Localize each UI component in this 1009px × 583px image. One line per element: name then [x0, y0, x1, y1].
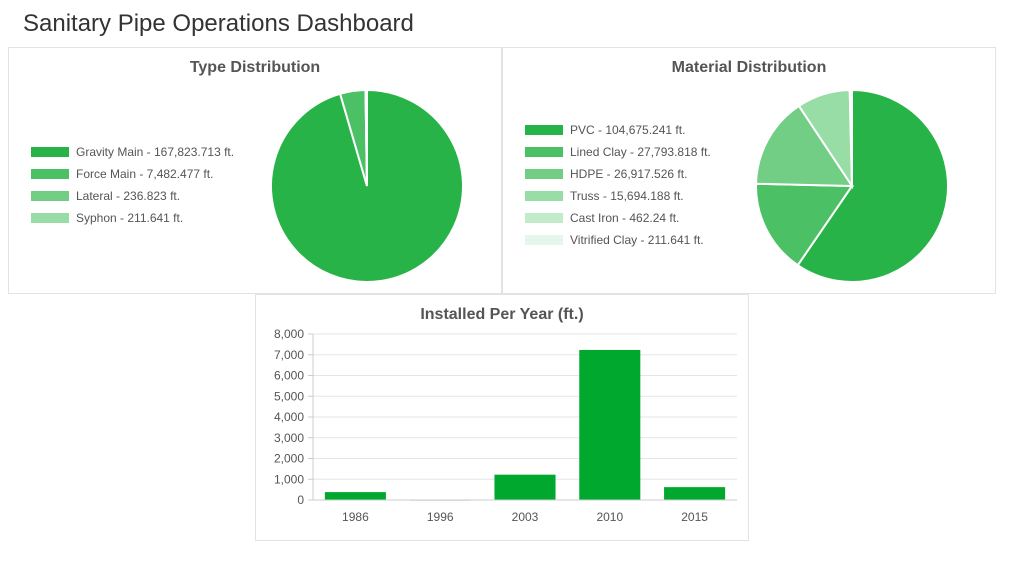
x-tick-label: 1986 — [342, 510, 369, 524]
material-distribution-panel: Material Distribution PVC - 104,675.241 … — [502, 47, 996, 294]
legend-label: Vitrified Clay - 211.641 ft. — [570, 233, 704, 247]
legend-swatch — [525, 213, 563, 223]
x-tick-label: 2010 — [596, 510, 623, 524]
y-tick-label: 3,000 — [274, 431, 304, 445]
y-tick-label: 1,000 — [274, 472, 304, 486]
pie-slice-pvc[interactable] — [796, 88, 949, 283]
pie-slice-hdpe[interactable] — [755, 104, 854, 188]
legend-item-cast-iron[interactable]: Cast Iron - 462.24 ft. — [525, 207, 711, 229]
legend-swatch — [525, 125, 563, 135]
bar-2003[interactable] — [494, 474, 556, 500]
legend-item-gravity-main[interactable]: Gravity Main - 167,823.713 ft. — [31, 141, 234, 163]
material-distribution-legend: PVC - 104,675.241 ft. Lined Clay - 27,793… — [525, 119, 711, 251]
y-tick-label: 5,000 — [274, 389, 304, 403]
installed-per-year-title: Installed Per Year (ft.) — [420, 306, 584, 323]
page-title: Sanitary Pipe Operations Dashboard — [23, 10, 414, 37]
y-tick-label: 4,000 — [274, 410, 304, 424]
installed-per-year-bar-chart: 0 1,000 2,000 3,000 4,000 5,000 6,000 7,000 8,00… — [274, 327, 737, 524]
x-tick-label: 2003 — [512, 510, 539, 524]
legend-swatch — [525, 147, 563, 157]
y-tick-label: 6,000 — [274, 369, 304, 383]
legend-label: HDPE - 26,917.526 ft. — [570, 167, 688, 181]
legend-swatch — [525, 169, 563, 179]
legend-swatch — [525, 191, 563, 201]
legend-label: PVC - 104,675.241 ft. — [570, 123, 686, 137]
legend-swatch — [31, 147, 69, 157]
legend-label: Syphon - 211.641 ft. — [76, 211, 184, 225]
legend-label: Gravity Main - 167,823.713 ft. — [76, 145, 235, 159]
bar-2015[interactable] — [664, 487, 726, 500]
y-tick-label: 8,000 — [274, 327, 304, 341]
legend-item-hdpe[interactable]: HDPE - 26,917.526 ft. — [525, 163, 711, 185]
type-distribution-legend: Gravity Main - 167,823.713 ft. Force Main… — [31, 141, 234, 229]
legend-swatch — [525, 235, 563, 245]
material-distribution-pie — [755, 88, 949, 283]
legend-label: Cast Iron - 462.24 ft. — [570, 211, 680, 225]
x-tick-label: 1996 — [427, 510, 454, 524]
y-tick-label: 2,000 — [274, 452, 304, 466]
legend-label: Lateral - 236.823 ft. — [76, 189, 181, 203]
installed-per-year-panel: Installed Per Year (ft.) 0 1,000 2,000 3,00… — [255, 294, 749, 541]
type-distribution-pie — [270, 88, 464, 283]
x-tick-label: 2015 — [681, 510, 708, 524]
legend-item-lateral[interactable]: Lateral - 236.823 ft. — [31, 185, 234, 207]
pie-slice-vitrified-clay[interactable] — [850, 88, 853, 187]
bar-2010[interactable] — [579, 349, 641, 500]
legend-item-lined-clay[interactable]: Lined Clay - 27,793.818 ft. — [525, 141, 711, 163]
legend-swatch — [31, 191, 69, 201]
y-tick-label: 0 — [297, 493, 304, 507]
type-distribution-panel: Type Distribution Gravity Main - 167,823… — [8, 47, 502, 294]
pie-slice-lined-clay[interactable] — [755, 182, 854, 267]
y-tick-label: 7,000 — [274, 348, 304, 362]
legend-swatch — [31, 169, 69, 179]
legend-item-force-main[interactable]: Force Main - 7,482.477 ft. — [31, 163, 234, 185]
legend-label: Truss - 15,694.188 ft. — [570, 189, 684, 203]
legend-item-pvc[interactable]: PVC - 104,675.241 ft. — [525, 119, 711, 141]
material-distribution-title: Material Distribution — [671, 59, 827, 76]
type-distribution-title: Type Distribution — [189, 59, 321, 76]
legend-label: Lined Clay - 27,793.818 ft. — [570, 145, 711, 159]
legend-item-truss[interactable]: Truss - 15,694.188 ft. — [525, 185, 711, 207]
legend-item-vitrified-clay[interactable]: Vitrified Clay - 211.641 ft. — [525, 229, 711, 251]
legend-label: Force Main - 7,482.477 ft. — [76, 167, 214, 181]
bar-1986[interactable] — [324, 492, 386, 500]
legend-item-syphon[interactable]: Syphon - 211.641 ft. — [31, 207, 234, 229]
pie-slice-syphon[interactable] — [365, 88, 368, 187]
legend-swatch — [31, 213, 69, 223]
